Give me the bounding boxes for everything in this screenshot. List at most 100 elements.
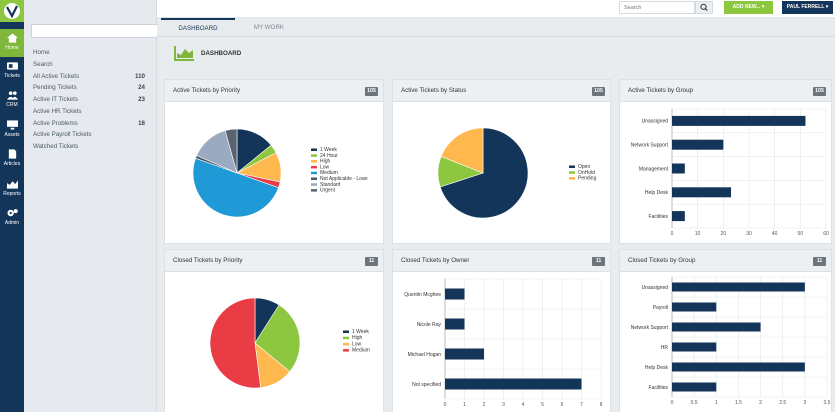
legend-label-1-week: 1 Week <box>352 329 369 335</box>
widget-title: Active Tickets by Group <box>628 87 693 94</box>
legend-swatch-medium <box>343 349 349 352</box>
rail-item-articles[interactable]: Articles <box>0 145 24 173</box>
nav-item-label: Pending Tickets <box>33 84 77 91</box>
legend-swatch-low <box>343 342 349 346</box>
add-new-button[interactable]: ADD NEW... ▾ <box>724 1 773 14</box>
legend-swatch-1-week <box>343 330 349 333</box>
x-tick-label: 1 <box>715 400 718 406</box>
nav-item-home[interactable]: Home <box>33 49 145 59</box>
legend-label-not-applicable-loan: Not Applicable - Loan <box>320 176 368 182</box>
tab-my-work[interactable]: MY WORK <box>253 24 285 31</box>
x-tick-label: 4 <box>522 402 525 408</box>
user-menu-button[interactable]: PAUL FERRELL ▾ <box>782 1 833 14</box>
logo[interactable] <box>0 0 24 22</box>
x-tick-label: 5 <box>541 402 544 408</box>
legend-swatch-open <box>569 165 575 168</box>
rail-item-crm[interactable]: CRM <box>0 86 24 114</box>
widget-active-tickets-by-priority: Active Tickets by Priority 105 1 Week 24 … <box>164 79 384 244</box>
nav-item-all-active-tickets[interactable]: All Active Tickets 110 <box>33 73 145 83</box>
nav-item-watched-tickets[interactable]: Watched Tickets <box>33 143 145 153</box>
widget-active-tickets-by-group: Active Tickets by Group 105 0 10 20 30 40 50 6… <box>619 79 832 244</box>
x-tick-label: 30 <box>746 231 752 237</box>
widget-closed-tickets-by-group: Closed Tickets by Group 11 0 0.5 1 1.5 2 2.5 3… <box>619 249 832 412</box>
x-tick-label: 40 <box>772 231 778 237</box>
bar-not-specified <box>445 378 582 390</box>
nav-item-search[interactable]: Search <box>33 61 145 71</box>
y-tick-label-hr: HR <box>661 345 669 351</box>
x-tick-label: 1 <box>463 402 466 408</box>
chart-closed-owner: 0 1 2 3 4 5 6 7 8 Quentin Mcghee Nicole Ray Michael… <box>404 278 603 408</box>
y-tick-label-unassigned: Unassigned <box>642 119 669 125</box>
pie-slice-urgent <box>224 128 238 174</box>
y-tick-label-management: Management <box>639 166 669 172</box>
legend-swatch-24-hour <box>311 154 317 157</box>
widget-count-badge: 105 <box>365 87 378 96</box>
y-tick-label-help-desk: Help Desk <box>645 190 669 196</box>
x-tick-label: 50 <box>798 231 804 237</box>
nav-item-label: All Active Tickets <box>33 73 80 80</box>
x-tick-label: 10 <box>695 231 701 237</box>
y-tick-label-network-support: Network Support <box>631 143 669 149</box>
rail-item-home[interactable]: Home <box>0 29 24 57</box>
rail-item-admin[interactable]: Admin <box>0 204 24 232</box>
pie-slice-medium <box>209 297 261 389</box>
search-button[interactable] <box>695 1 713 14</box>
widget-title: Closed Tickets by Owner <box>401 257 470 264</box>
nav-item-count: 110 <box>135 73 145 80</box>
legend-swatch-1-week <box>311 148 317 151</box>
nav-item-active-hr-tickets[interactable]: Active HR Tickets <box>33 108 145 118</box>
x-tick-label: 6 <box>561 402 564 408</box>
legend-swatch-standard <box>311 183 317 186</box>
top-bar: ADD NEW... ▾ PAUL FERRELL ▾ <box>157 0 835 18</box>
nav-item-label: Active Payroll Tickets <box>33 131 92 138</box>
dashboard-header: DASHBOARD <box>157 37 835 71</box>
pie-slice-pending <box>440 127 484 174</box>
bar-facilities <box>672 382 717 392</box>
legend-label-1-week: 1 Week <box>320 147 337 153</box>
rail-item-assets[interactable]: Assets <box>0 116 24 144</box>
y-tick-label-network-support: Network Support <box>631 325 669 331</box>
nav-search-input[interactable] <box>31 24 161 38</box>
legend-label-urgent: Urgent <box>320 188 336 194</box>
global-search-input[interactable] <box>619 1 695 14</box>
x-tick-label: 3 <box>803 400 806 406</box>
bar-facilities <box>672 211 685 222</box>
pie-slice-medium <box>192 157 279 218</box>
legend-swatch-urgent <box>311 189 317 192</box>
legend-label-open: Open <box>578 164 590 170</box>
x-tick-label: 1.5 <box>735 400 742 406</box>
nav-item-active-it-tickets[interactable]: Active IT Tickets 23 <box>33 96 145 106</box>
legend-swatch-not-applicable-loan <box>311 177 317 180</box>
tab-dashboard[interactable]: DASHBOARD <box>161 18 235 37</box>
chart-active-group: 0 10 20 30 40 50 60 Unassigned Network Support Ma… <box>631 108 829 237</box>
nav-item-label: Watched Tickets <box>33 143 79 150</box>
nav-item-count: 24 <box>138 84 145 91</box>
widget-count-badge: 11 <box>365 257 378 266</box>
legend-label-onhold: OnHold <box>578 170 595 176</box>
y-tick-label-unassigned: Unassigned <box>642 285 669 291</box>
nav-item-active-payroll-tickets[interactable]: Active Payroll Tickets <box>33 131 145 141</box>
bar-help-desk <box>672 362 805 372</box>
widget-title: Closed Tickets by Priority <box>173 257 243 264</box>
chart-closed-group: 0 0.5 1 1.5 2 2.5 3 3.5 Unassigned Payroll Network… <box>631 276 831 406</box>
rail-item-reports[interactable]: Reports <box>0 175 24 203</box>
bar-network-support <box>672 139 724 150</box>
y-tick-label-nicole-ray: Nicole Ray <box>417 322 442 328</box>
x-tick-label: 0 <box>671 400 674 406</box>
rail-item-tickets[interactable]: Tickets <box>0 57 24 85</box>
bar-management <box>672 163 685 174</box>
legend-swatch-high <box>343 336 349 340</box>
x-tick-label: 20 <box>721 231 727 237</box>
page-title: DASHBOARD <box>201 50 242 57</box>
widget-title: Closed Tickets by Group <box>628 257 696 264</box>
nav-item-pending-tickets[interactable]: Pending Tickets 24 <box>33 84 145 94</box>
nav-item-active-problems[interactable]: Active Problems 18 <box>33 120 145 130</box>
pie-slice-high <box>254 304 301 373</box>
nav-item-label: Active Problems <box>33 120 78 127</box>
y-tick-label-quentin-mcghee: Quentin Mcghee <box>404 292 441 298</box>
legend-label-standard: Standard <box>320 182 341 188</box>
x-tick-label: 2 <box>759 400 762 406</box>
legend-label-low: Low <box>320 164 330 170</box>
